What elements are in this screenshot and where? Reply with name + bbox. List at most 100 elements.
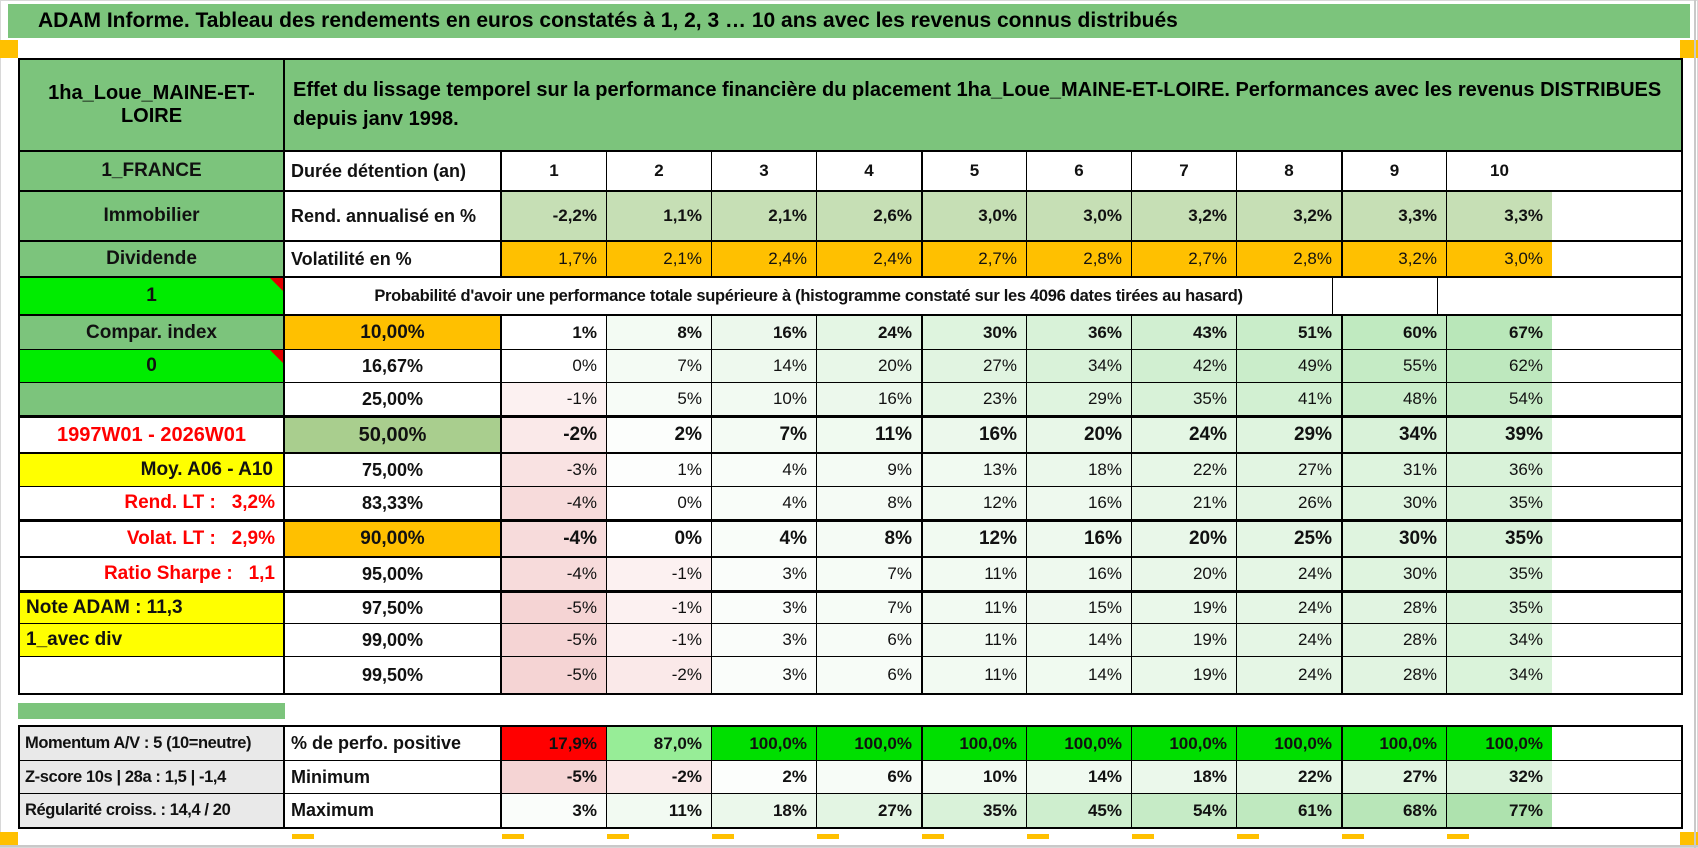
cell-p10-col5[interactable]: 30% xyxy=(922,316,1027,349)
cell-max-col7[interactable]: 54% xyxy=(1132,794,1237,827)
cell-rend-col9[interactable]: 3,3% xyxy=(1342,192,1447,240)
cell-p8333-col6[interactable]: 16% xyxy=(1027,487,1132,519)
cell-max-col9[interactable]: 68% xyxy=(1342,794,1447,827)
cell-prob-empty-10[interactable] xyxy=(1438,278,1543,314)
cell-perfo-col9[interactable]: 100,0% xyxy=(1342,727,1447,760)
cell-duree-col9[interactable]: 9 xyxy=(1342,152,1447,190)
sublabel-p975[interactable]: 97,50% xyxy=(285,593,502,623)
cell-p975-col9[interactable]: 28% xyxy=(1342,593,1447,623)
cell-p995-col4[interactable]: 6% xyxy=(817,657,922,693)
cell-p90-col3[interactable]: 4% xyxy=(712,522,817,556)
cell-p95-col5[interactable]: 11% xyxy=(922,558,1027,590)
cell-p10-col8[interactable]: 51% xyxy=(1237,316,1342,349)
cell-p90-col8[interactable]: 25% xyxy=(1237,522,1342,556)
sublabel-min[interactable]: Minimum xyxy=(285,761,502,793)
cell-duree-col2[interactable]: 2 xyxy=(607,152,712,190)
cell-p25-col9[interactable]: 48% xyxy=(1342,383,1447,415)
cell-duree-col10[interactable]: 10 xyxy=(1447,152,1552,190)
label-p90[interactable]: Volat. LT : 2,9% xyxy=(20,522,285,556)
cell-p1667-col3[interactable]: 14% xyxy=(712,350,817,382)
cell-p75-col8[interactable]: 27% xyxy=(1237,454,1342,486)
cell-prob-empty-9[interactable] xyxy=(1333,278,1438,314)
cell-volat-col6[interactable]: 2,8% xyxy=(1027,242,1132,276)
cell-perfo-col5[interactable]: 100,0% xyxy=(922,727,1027,760)
cell-p25-col2[interactable]: 5% xyxy=(607,383,712,415)
cell-p1667-col7[interactable]: 42% xyxy=(1132,350,1237,382)
label-p975[interactable]: Note ADAM : 11,3 xyxy=(20,593,285,623)
cell-p50-col10[interactable]: 39% xyxy=(1447,418,1552,452)
cell-p8333-col10[interactable]: 35% xyxy=(1447,487,1552,519)
cell-volat-col4[interactable]: 2,4% xyxy=(817,242,922,276)
cell-p1667-col8[interactable]: 49% xyxy=(1237,350,1342,382)
cell-perfo-col6[interactable]: 100,0% xyxy=(1027,727,1132,760)
cell-volat-col1[interactable]: 1,7% xyxy=(502,242,607,276)
cell-p975-col2[interactable]: -1% xyxy=(607,593,712,623)
sublabel-p10[interactable]: 10,00% xyxy=(285,316,502,349)
sublabel-p90[interactable]: 90,00% xyxy=(285,522,502,556)
cell-p10-col9[interactable]: 60% xyxy=(1342,316,1447,349)
cell-p25-col3[interactable]: 10% xyxy=(712,383,817,415)
merged-probability-cell[interactable]: Probabilité d'avoir une performance tota… xyxy=(285,278,1333,314)
cell-p995-col1[interactable]: -5% xyxy=(502,657,607,693)
cell-p975-col1[interactable]: -5% xyxy=(502,593,607,623)
cell-p95-col8[interactable]: 24% xyxy=(1237,558,1342,590)
cell-p995-col8[interactable]: 24% xyxy=(1237,657,1342,693)
cell-p975-col5[interactable]: 11% xyxy=(922,593,1027,623)
cell-p995-col7[interactable]: 19% xyxy=(1132,657,1237,693)
sublabel-p50[interactable]: 50,00% xyxy=(285,418,502,452)
label-p75[interactable]: Moy. A06 - A10 xyxy=(20,454,285,486)
cell-duree-col8[interactable]: 8 xyxy=(1237,152,1342,190)
cell-rend-col3[interactable]: 2,1% xyxy=(712,192,817,240)
cell-p8333-col8[interactable]: 26% xyxy=(1237,487,1342,519)
cell-p8333-col7[interactable]: 21% xyxy=(1132,487,1237,519)
cell-p75-col10[interactable]: 36% xyxy=(1447,454,1552,486)
cell-p8333-col2[interactable]: 0% xyxy=(607,487,712,519)
cell-volat-col8[interactable]: 2,8% xyxy=(1237,242,1342,276)
cell-p90-col9[interactable]: 30% xyxy=(1342,522,1447,556)
cell-p50-col6[interactable]: 20% xyxy=(1027,418,1132,452)
cell-max-col3[interactable]: 18% xyxy=(712,794,817,827)
sublabel-p25[interactable]: 25,00% xyxy=(285,383,502,415)
cell-p10-col2[interactable]: 8% xyxy=(607,316,712,349)
cell-p975-col7[interactable]: 19% xyxy=(1132,593,1237,623)
cell-p75-col7[interactable]: 22% xyxy=(1132,454,1237,486)
cell-p95-col3[interactable]: 3% xyxy=(712,558,817,590)
cell-p10-col4[interactable]: 24% xyxy=(817,316,922,349)
cell-perfo-col7[interactable]: 100,0% xyxy=(1132,727,1237,760)
cell-p8333-col1[interactable]: -4% xyxy=(502,487,607,519)
cell-duree-col4[interactable]: 4 xyxy=(817,152,922,190)
cell-p975-col10[interactable]: 35% xyxy=(1447,593,1552,623)
cell-min-col9[interactable]: 27% xyxy=(1342,761,1447,793)
label-rend[interactable]: Immobilier xyxy=(20,192,285,240)
cell-p95-col2[interactable]: -1% xyxy=(607,558,712,590)
cell-volat-col2[interactable]: 2,1% xyxy=(607,242,712,276)
cell-p99-col8[interactable]: 24% xyxy=(1237,624,1342,656)
cell-perfo-col4[interactable]: 100,0% xyxy=(817,727,922,760)
cell-p99-col1[interactable]: -5% xyxy=(502,624,607,656)
label-p8333[interactable]: Rend. LT : 3,2% xyxy=(20,487,285,519)
cell-p90-col7[interactable]: 20% xyxy=(1132,522,1237,556)
cell-rend-col10[interactable]: 3,3% xyxy=(1447,192,1552,240)
cell-rend-col7[interactable]: 3,2% xyxy=(1132,192,1237,240)
cell-p90-col2[interactable]: 0% xyxy=(607,522,712,556)
cell-p50-col9[interactable]: 34% xyxy=(1342,418,1447,452)
cell-min-col6[interactable]: 14% xyxy=(1027,761,1132,793)
cell-min-col3[interactable]: 2% xyxy=(712,761,817,793)
cell-min-col10[interactable]: 32% xyxy=(1447,761,1552,793)
cell-min-col2[interactable]: -2% xyxy=(607,761,712,793)
cell-rend-col4[interactable]: 2,6% xyxy=(817,192,922,240)
cell-min-col7[interactable]: 18% xyxy=(1132,761,1237,793)
cell-p1667-col1[interactable]: 0% xyxy=(502,350,607,382)
cell-p8333-col4[interactable]: 8% xyxy=(817,487,922,519)
cell-rend-col5[interactable]: 3,0% xyxy=(922,192,1027,240)
sublabel-p995[interactable]: 99,50% xyxy=(285,657,502,693)
cell-p10-col10[interactable]: 67% xyxy=(1447,316,1552,349)
cell-p50-col1[interactable]: -2% xyxy=(502,418,607,452)
cell-p99-col10[interactable]: 34% xyxy=(1447,624,1552,656)
label-p50[interactable]: 1997W01 - 2026W01 xyxy=(20,418,285,452)
cell-p25-col1[interactable]: -1% xyxy=(502,383,607,415)
label-duree[interactable]: 1_FRANCE xyxy=(20,152,285,190)
cell-p1667-col2[interactable]: 7% xyxy=(607,350,712,382)
cell-perfo-col8[interactable]: 100,0% xyxy=(1237,727,1342,760)
cell-p95-col4[interactable]: 7% xyxy=(817,558,922,590)
